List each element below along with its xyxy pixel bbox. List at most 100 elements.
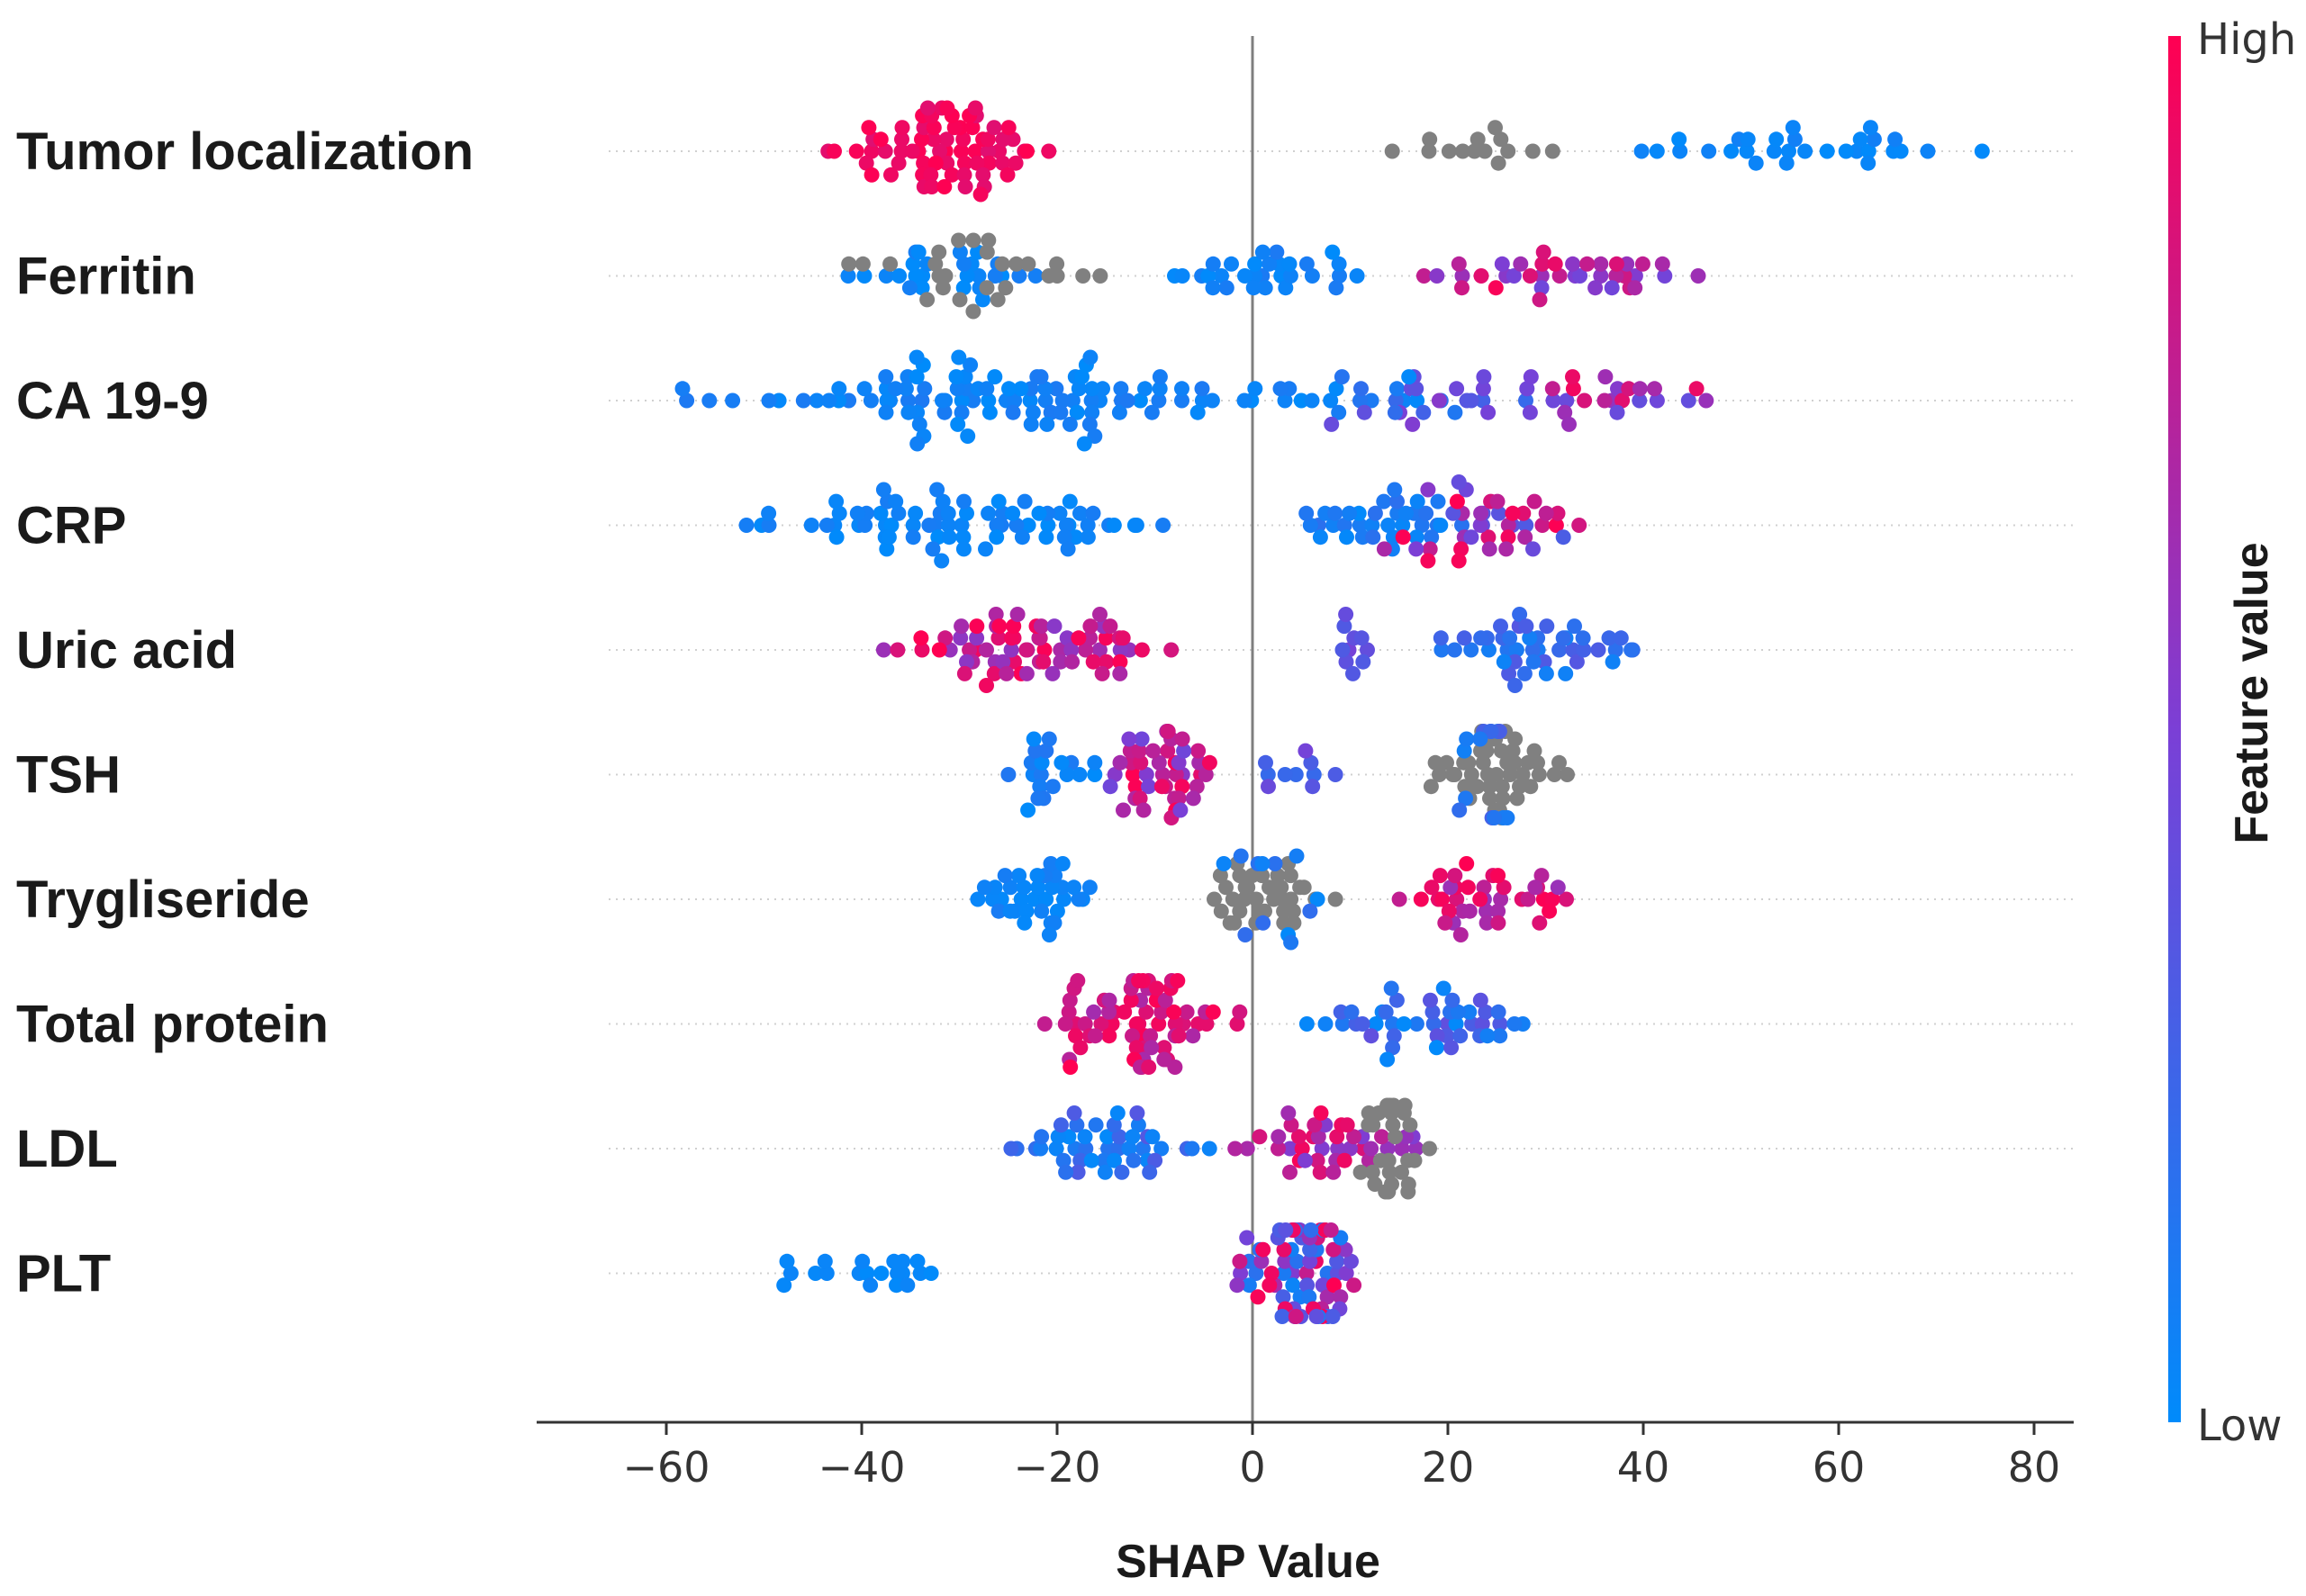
shap-dot (1233, 848, 1249, 864)
shap-dot (1401, 369, 1417, 385)
shap-dot (898, 381, 914, 397)
shap-dot (1121, 731, 1137, 747)
shap-dot (1354, 1016, 1370, 1032)
shap-dot (1298, 1016, 1315, 1032)
shap-dot (1406, 1152, 1423, 1168)
shap-dot (931, 642, 947, 658)
shap-dot (1033, 767, 1049, 782)
shap-dot (1766, 143, 1782, 159)
shap-dot (1004, 630, 1019, 646)
shap-dot (1254, 244, 1271, 260)
shap-dot (1781, 143, 1796, 159)
shap-dot (856, 268, 873, 284)
shap-dot (856, 381, 873, 397)
shap-dot (1043, 856, 1059, 871)
shap-dot (831, 505, 847, 521)
shap-dot (981, 232, 997, 248)
shap-dot (1352, 392, 1368, 409)
shap-dot (1432, 868, 1448, 884)
shap-dot (1343, 1004, 1360, 1020)
shap-dot (1690, 268, 1706, 284)
shap-dot (948, 369, 964, 385)
shap-dot (1267, 856, 1283, 871)
shap-dot (1605, 654, 1621, 670)
shap-dot (1454, 518, 1470, 533)
shap-dot (1064, 654, 1081, 670)
shap-dot (1236, 392, 1252, 409)
shap-dot (1288, 767, 1304, 782)
shap-dot (1507, 678, 1523, 693)
shap-dot (725, 392, 741, 409)
shap-dot (923, 1266, 939, 1281)
shap-dot (1066, 1105, 1082, 1121)
shap-dot (1323, 392, 1339, 409)
shap-dot (1400, 1184, 1416, 1200)
shap-dot (995, 654, 1011, 670)
shap-dot (1515, 505, 1532, 521)
shap-dot (1442, 879, 1459, 896)
shap-dot (1239, 1141, 1255, 1157)
shap-dot (1576, 642, 1592, 658)
shap-dot (864, 167, 880, 183)
shap-dot (1305, 779, 1321, 795)
shap-dot (1496, 879, 1512, 896)
shap-dot (1037, 381, 1054, 397)
shap-dot (1109, 1105, 1126, 1121)
shap-dot (1039, 416, 1055, 432)
shap-dot (1011, 268, 1027, 284)
shap-dot (935, 280, 951, 296)
shap-dot (1116, 802, 1131, 818)
shap-dot (1680, 392, 1696, 409)
shap-dot (1597, 369, 1614, 385)
shap-dot (1495, 790, 1511, 807)
shap-dot (1482, 779, 1497, 795)
shap-dot (917, 381, 933, 397)
shap-dot (1269, 244, 1285, 260)
shap-dot (901, 280, 918, 296)
shap-dot (1160, 724, 1176, 739)
shap-dot (1332, 268, 1347, 284)
shap-dot (1003, 1141, 1019, 1157)
shap-dot (1512, 607, 1528, 622)
shap-dot (1505, 505, 1521, 521)
shap-dot (1037, 392, 1054, 409)
shap-dot (1654, 256, 1670, 272)
shap-dot (1494, 256, 1510, 272)
shap-dot (1893, 143, 1909, 159)
shap-dot (1137, 381, 1153, 397)
shap-dot (1282, 268, 1298, 284)
shap-dot (1363, 392, 1379, 409)
shap-dot (1011, 868, 1027, 884)
shap-dot (1044, 879, 1061, 896)
shap-dot (1487, 810, 1502, 825)
shap-dot (1518, 618, 1534, 635)
shap-dot (1128, 518, 1144, 533)
shap-dot (1475, 392, 1491, 409)
shap-dot (1312, 1164, 1328, 1180)
feature-label: Tumor localization (16, 122, 474, 181)
shap-dot (1356, 404, 1372, 420)
shap-dot (1381, 1164, 1397, 1180)
shap-dot (1023, 416, 1039, 432)
shap-dot (1500, 143, 1516, 159)
shap-dot (1505, 743, 1521, 759)
shap-dot (1075, 268, 1091, 284)
shap-dot (1062, 416, 1078, 432)
shap-dot (1550, 879, 1566, 896)
shap-dot (1038, 529, 1054, 546)
shap-dot (1632, 381, 1648, 397)
shap-dot (1542, 903, 1558, 919)
shap-dot (1429, 1028, 1445, 1044)
shap-dot (1144, 1129, 1161, 1145)
shap-dot (1257, 903, 1272, 919)
shap-dot (873, 131, 889, 148)
shap-dot (1454, 280, 1470, 296)
shap-dot (931, 268, 947, 284)
shap-dot (1229, 1277, 1245, 1294)
shap-dot (1056, 891, 1072, 907)
shap-dot (1778, 155, 1795, 171)
shap-dot (1255, 1241, 1271, 1258)
shap-dot (1520, 754, 1536, 771)
shap-dot (1027, 743, 1044, 759)
shap-dot (1255, 915, 1271, 931)
